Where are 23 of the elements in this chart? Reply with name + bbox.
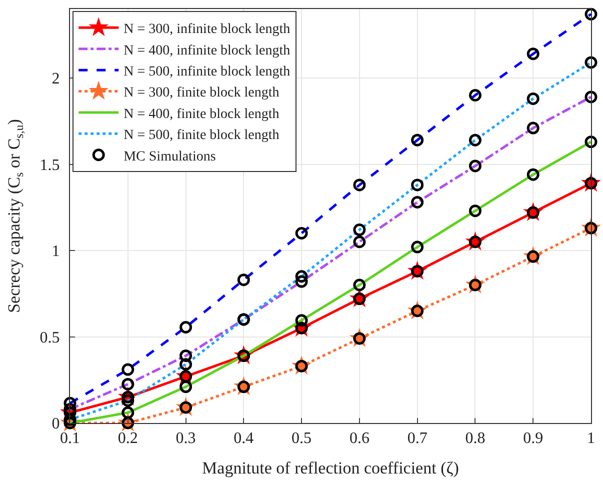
x-tick-label: 0.9	[523, 430, 544, 448]
y-tick-label: 1	[52, 243, 60, 260]
legend-label: MC Simulations	[124, 149, 216, 164]
x-tick-label: 0.3	[176, 430, 196, 448]
legend-label: N = 300, infinite block length	[124, 22, 290, 38]
legend-label: N = 400, infinite block length	[124, 43, 290, 58]
legend-label: N = 500, finite block length	[124, 128, 280, 144]
y-tick-label: 0.5	[40, 329, 60, 346]
x-tick-label: 0.2	[118, 430, 138, 448]
x-tick-label: 0.4	[234, 430, 254, 448]
x-tick-label: 0.7	[407, 430, 428, 448]
x-tick-label: 0.8	[465, 430, 486, 448]
x-tick-label: 1	[587, 430, 595, 448]
x-tick-label: 0.5	[292, 430, 312, 448]
x-axis-title: Magnitute of reflection coefficient (ζ)	[202, 458, 459, 478]
y-tick-label: 0	[52, 416, 60, 433]
legend-label: N = 300, finite block length	[124, 86, 280, 101]
legend-label: N = 400, finite block length	[124, 106, 280, 122]
legend-label: N = 500, infinite block length	[124, 64, 290, 80]
y-tick-label: 2	[52, 70, 60, 88]
y-tick-label: 1.5	[40, 156, 60, 174]
x-tick-label: 0.6	[349, 430, 370, 448]
x-tick-label: 0.1	[60, 430, 80, 448]
